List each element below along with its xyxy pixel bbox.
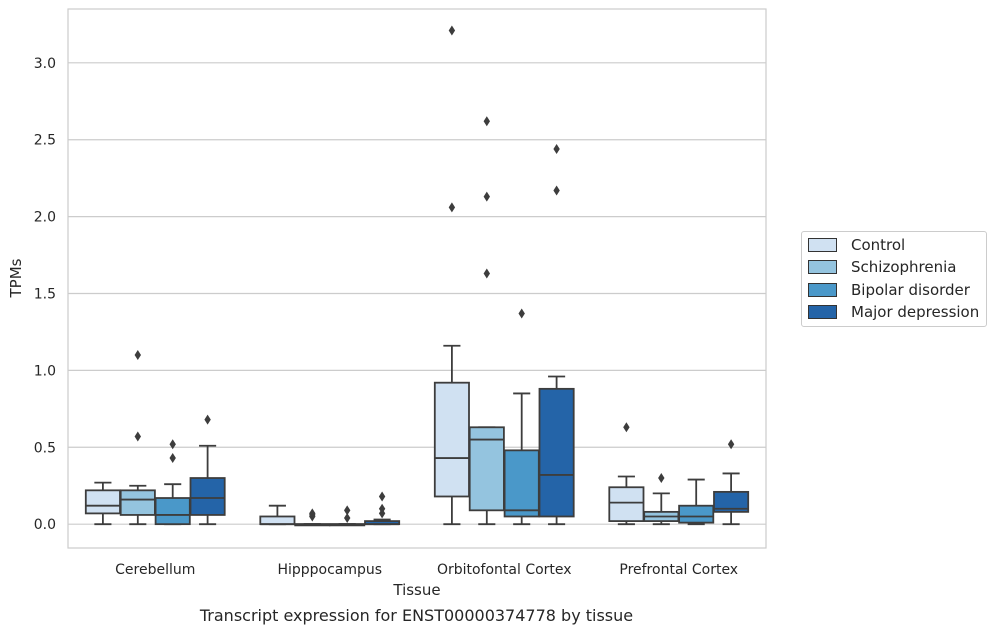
legend-item-bipolar-disorder: Bipolar disorder	[808, 280, 970, 300]
y-tick-label: 0.0	[34, 517, 56, 533]
y-tick-label: 1.5	[34, 286, 56, 302]
legend-item-major-depression: Major depression	[808, 302, 979, 322]
outlier-point	[309, 508, 316, 519]
outlier-point	[204, 414, 211, 425]
outlier-point	[483, 191, 490, 202]
y-tick-label: 3.0	[34, 56, 56, 72]
box-group	[154, 439, 191, 526]
outlier-point	[448, 25, 456, 36]
box-group	[433, 25, 470, 526]
box-group	[503, 308, 540, 526]
box-group	[259, 504, 296, 526]
outlier-point	[553, 143, 560, 154]
outlier-point	[553, 185, 560, 196]
box-rect	[84, 489, 121, 515]
box-rect	[538, 387, 575, 518]
grid-lines	[68, 62, 766, 525]
outlier-point	[727, 439, 735, 450]
outlier-point	[134, 350, 141, 361]
legend-swatch-schizophrenia	[808, 260, 837, 274]
box-group	[84, 481, 121, 526]
legend: Control Schizophrenia Bipolar disorder M…	[801, 231, 987, 327]
x-axis-title: Tissue	[392, 581, 440, 599]
box-layer	[84, 25, 750, 527]
outlier-point	[344, 505, 351, 516]
tick-labels: 0.0 0.5 1.0 1.5 2.0 2.5 3.0 Cerebellum Hipppocam…	[34, 56, 738, 578]
outlier-point	[134, 431, 141, 442]
box-group	[468, 116, 505, 526]
y-axis-title: TPMs	[7, 258, 25, 298]
box-group	[329, 505, 366, 527]
box-group	[364, 491, 401, 526]
legend-swatch-control	[808, 238, 837, 252]
outlier-point	[344, 513, 351, 524]
outlier-point	[448, 202, 456, 213]
outlier-point	[483, 116, 490, 127]
box-rect	[189, 477, 226, 516]
x-tick-label: Orbitofontal Cortex	[437, 562, 572, 578]
legend-item-control: Control	[808, 235, 905, 255]
box-group	[119, 350, 156, 526]
box-rect	[433, 381, 470, 498]
plot-frame	[67, 8, 767, 549]
legend-label-major-depression: Major depression	[851, 303, 980, 321]
legend-label-control: Control	[851, 236, 906, 254]
outlier-point	[483, 268, 490, 279]
outlier-point	[623, 422, 630, 433]
box-rect	[608, 486, 645, 522]
box-rect	[468, 426, 505, 512]
y-tick-label: 2.0	[34, 210, 56, 226]
box-rect	[678, 504, 715, 524]
legend-item-schizophrenia: Schizophrenia	[808, 257, 956, 277]
outlier-point	[169, 453, 176, 464]
legend-swatch-bipolar-disorder	[808, 283, 837, 297]
box-rect	[259, 515, 296, 526]
box-group	[189, 414, 226, 526]
box-group	[294, 508, 331, 527]
outlier-point	[518, 308, 525, 319]
box-rect	[119, 489, 156, 516]
outlier-point	[658, 473, 665, 484]
box-group	[608, 422, 645, 526]
legend-label-bipolar-disorder: Bipolar disorder	[851, 281, 970, 299]
box-rect	[503, 449, 540, 518]
legend-swatch-major-depression	[808, 305, 837, 319]
outlier-point	[378, 491, 386, 502]
x-tick-label: Hipppocampus	[277, 562, 382, 578]
y-tick-label: 2.5	[34, 133, 56, 149]
box-rect	[154, 497, 191, 526]
box-group	[643, 473, 680, 526]
box-group	[713, 439, 750, 526]
outlier-point	[378, 503, 386, 514]
y-tick-label: 0.5	[34, 440, 56, 456]
box-group	[538, 143, 575, 526]
outlier-point	[169, 439, 176, 450]
chart-caption: Transcript expression for ENST0000037477…	[199, 606, 634, 625]
legend-label-schizophrenia: Schizophrenia	[851, 258, 957, 276]
x-tick-label: Prefrontal Cortex	[619, 562, 738, 578]
y-tick-label: 1.0	[34, 363, 56, 379]
box-rect	[713, 490, 750, 513]
x-tick-label: Cerebellum	[115, 562, 195, 578]
box-group	[678, 478, 715, 526]
